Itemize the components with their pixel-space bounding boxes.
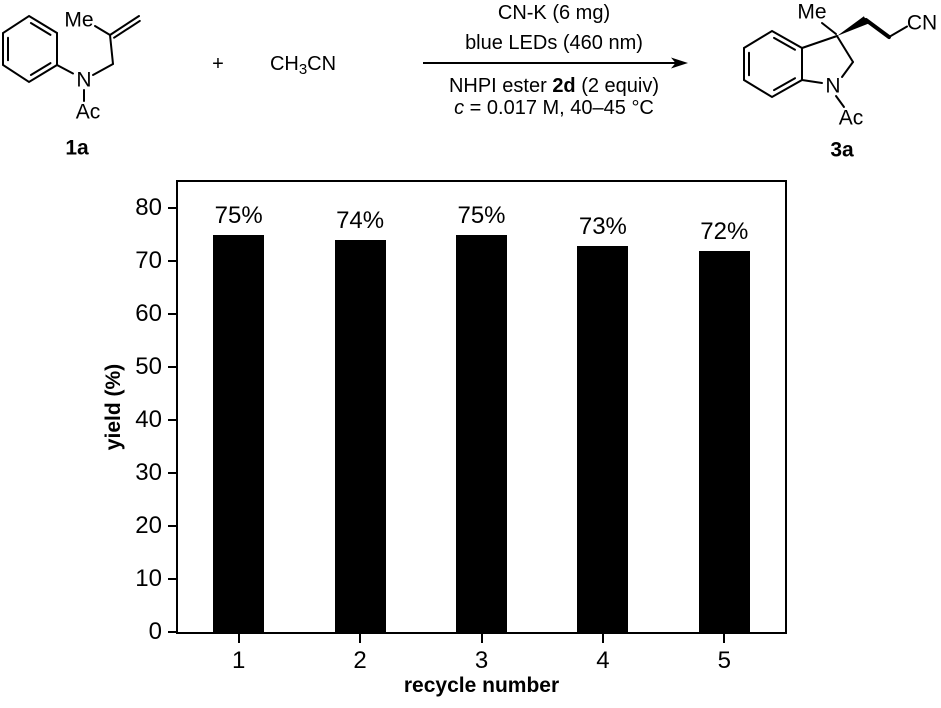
concentration-symbol: c — [454, 97, 464, 119]
y-tick-mark — [168, 366, 176, 369]
x-tick-label: 2 — [353, 647, 367, 674]
nitrogen-label: N — [825, 75, 840, 98]
x-tick-mark — [359, 634, 362, 643]
nitrile-label: CN — [907, 12, 937, 35]
bar-value-label: 74% — [336, 207, 385, 235]
y-tick-mark — [168, 313, 176, 316]
x-tick-mark — [237, 634, 240, 643]
y-tick-mark — [168, 207, 176, 210]
x-tick-label: 3 — [474, 647, 489, 674]
bond — [94, 25, 111, 36]
y-tick-label: 10 — [135, 565, 162, 593]
y-tick-label: 0 — [148, 618, 162, 645]
bar-value-label: 75% — [214, 201, 263, 229]
bond — [836, 35, 854, 63]
condition-text: (2 equiv) — [576, 75, 659, 97]
double-bond-inner — [773, 36, 796, 51]
y-axis-title: yield (%) — [102, 363, 125, 451]
y-tick-mark — [168, 525, 176, 528]
condition-line-1: CN-K (6 mg) — [498, 2, 610, 24]
nitrogen-label: N — [76, 69, 91, 92]
acetyl-label: Ac — [839, 107, 864, 130]
x-tick-label: 4 — [596, 647, 610, 674]
bond — [801, 79, 823, 84]
condition-text: = 0.017 M, 40–45 °C — [464, 97, 654, 119]
product-structure-3a — [743, 16, 908, 108]
y-tick-mark — [168, 578, 176, 581]
bond — [821, 22, 837, 35]
bar — [456, 234, 507, 632]
alkene-double-bond — [109, 15, 140, 36]
bond — [888, 25, 908, 38]
bond — [92, 63, 114, 76]
x-tick-mark — [601, 634, 604, 643]
x-tick-label: 1 — [232, 647, 246, 674]
x-tick-mark — [723, 634, 726, 643]
alkene-double-bond — [113, 19, 141, 39]
x-tick-mark — [480, 634, 483, 643]
bar — [577, 245, 629, 632]
reaction-scheme: Me N Ac 1a + CH3CN CN-K (6 mg) blue LEDs… — [2, 1, 937, 162]
x-tick-label: 5 — [717, 647, 731, 674]
y-tick-label: 70 — [135, 247, 162, 275]
bar — [698, 250, 750, 632]
condition-line-4: c = 0.017 M, 40–45 °C — [454, 97, 654, 119]
benzene-ring — [2, 14, 58, 84]
formula-subscript: 3 — [299, 61, 307, 78]
condition-text: NHPI ester — [449, 75, 552, 97]
x-axis-title: recycle number — [403, 674, 560, 697]
reactant-structure-1a — [2, 14, 141, 102]
bar-value-label: 75% — [457, 201, 506, 229]
y-tick-label: 80 — [135, 194, 162, 222]
y-tick-mark — [168, 260, 176, 263]
y-tick-label: 30 — [135, 459, 162, 487]
bar — [213, 234, 265, 632]
y-tick-label: 60 — [135, 300, 162, 328]
y-tick-mark — [168, 419, 176, 422]
bond — [801, 35, 838, 49]
condition-line-3: NHPI ester 2d (2 equiv) — [449, 75, 659, 97]
bond — [56, 64, 74, 75]
double-bond-inner — [29, 22, 52, 36]
y-tick-mark — [168, 472, 176, 475]
bond — [841, 61, 854, 78]
bold-bond — [864, 18, 891, 39]
bar — [334, 240, 386, 632]
formula-part: CN — [307, 53, 336, 75]
arrowhead — [671, 57, 688, 69]
bond — [835, 95, 845, 108]
acetyl-label: Ac — [76, 101, 101, 124]
compound-label-3a: 3a — [830, 139, 854, 162]
double-bond-inner — [773, 77, 796, 92]
bar-value-label: 73% — [578, 212, 627, 240]
plot-frame — [176, 180, 787, 634]
condition-line-2: blue LEDs (460 nm) — [465, 32, 643, 54]
y-tick-label: 50 — [135, 353, 162, 381]
compound-ref-bold: 2d — [552, 75, 575, 97]
y-tick-label: 40 — [135, 406, 162, 434]
bond — [109, 34, 114, 65]
compound-label-1a: 1a — [65, 137, 89, 160]
plus-sign: + — [212, 53, 224, 75]
reaction-arrow — [423, 57, 688, 69]
acetonitrile-formula: CH3CN — [270, 53, 336, 78]
bar-value-label: 72% — [700, 217, 749, 245]
y-tick-label: 20 — [135, 512, 162, 540]
formula-part: CH — [270, 53, 299, 75]
wedge-bond — [837, 16, 869, 36]
methyl-label: Me — [797, 1, 826, 24]
double-bond-inner — [29, 62, 52, 76]
y-tick-mark — [168, 631, 176, 633]
methyl-label: Me — [64, 9, 93, 32]
